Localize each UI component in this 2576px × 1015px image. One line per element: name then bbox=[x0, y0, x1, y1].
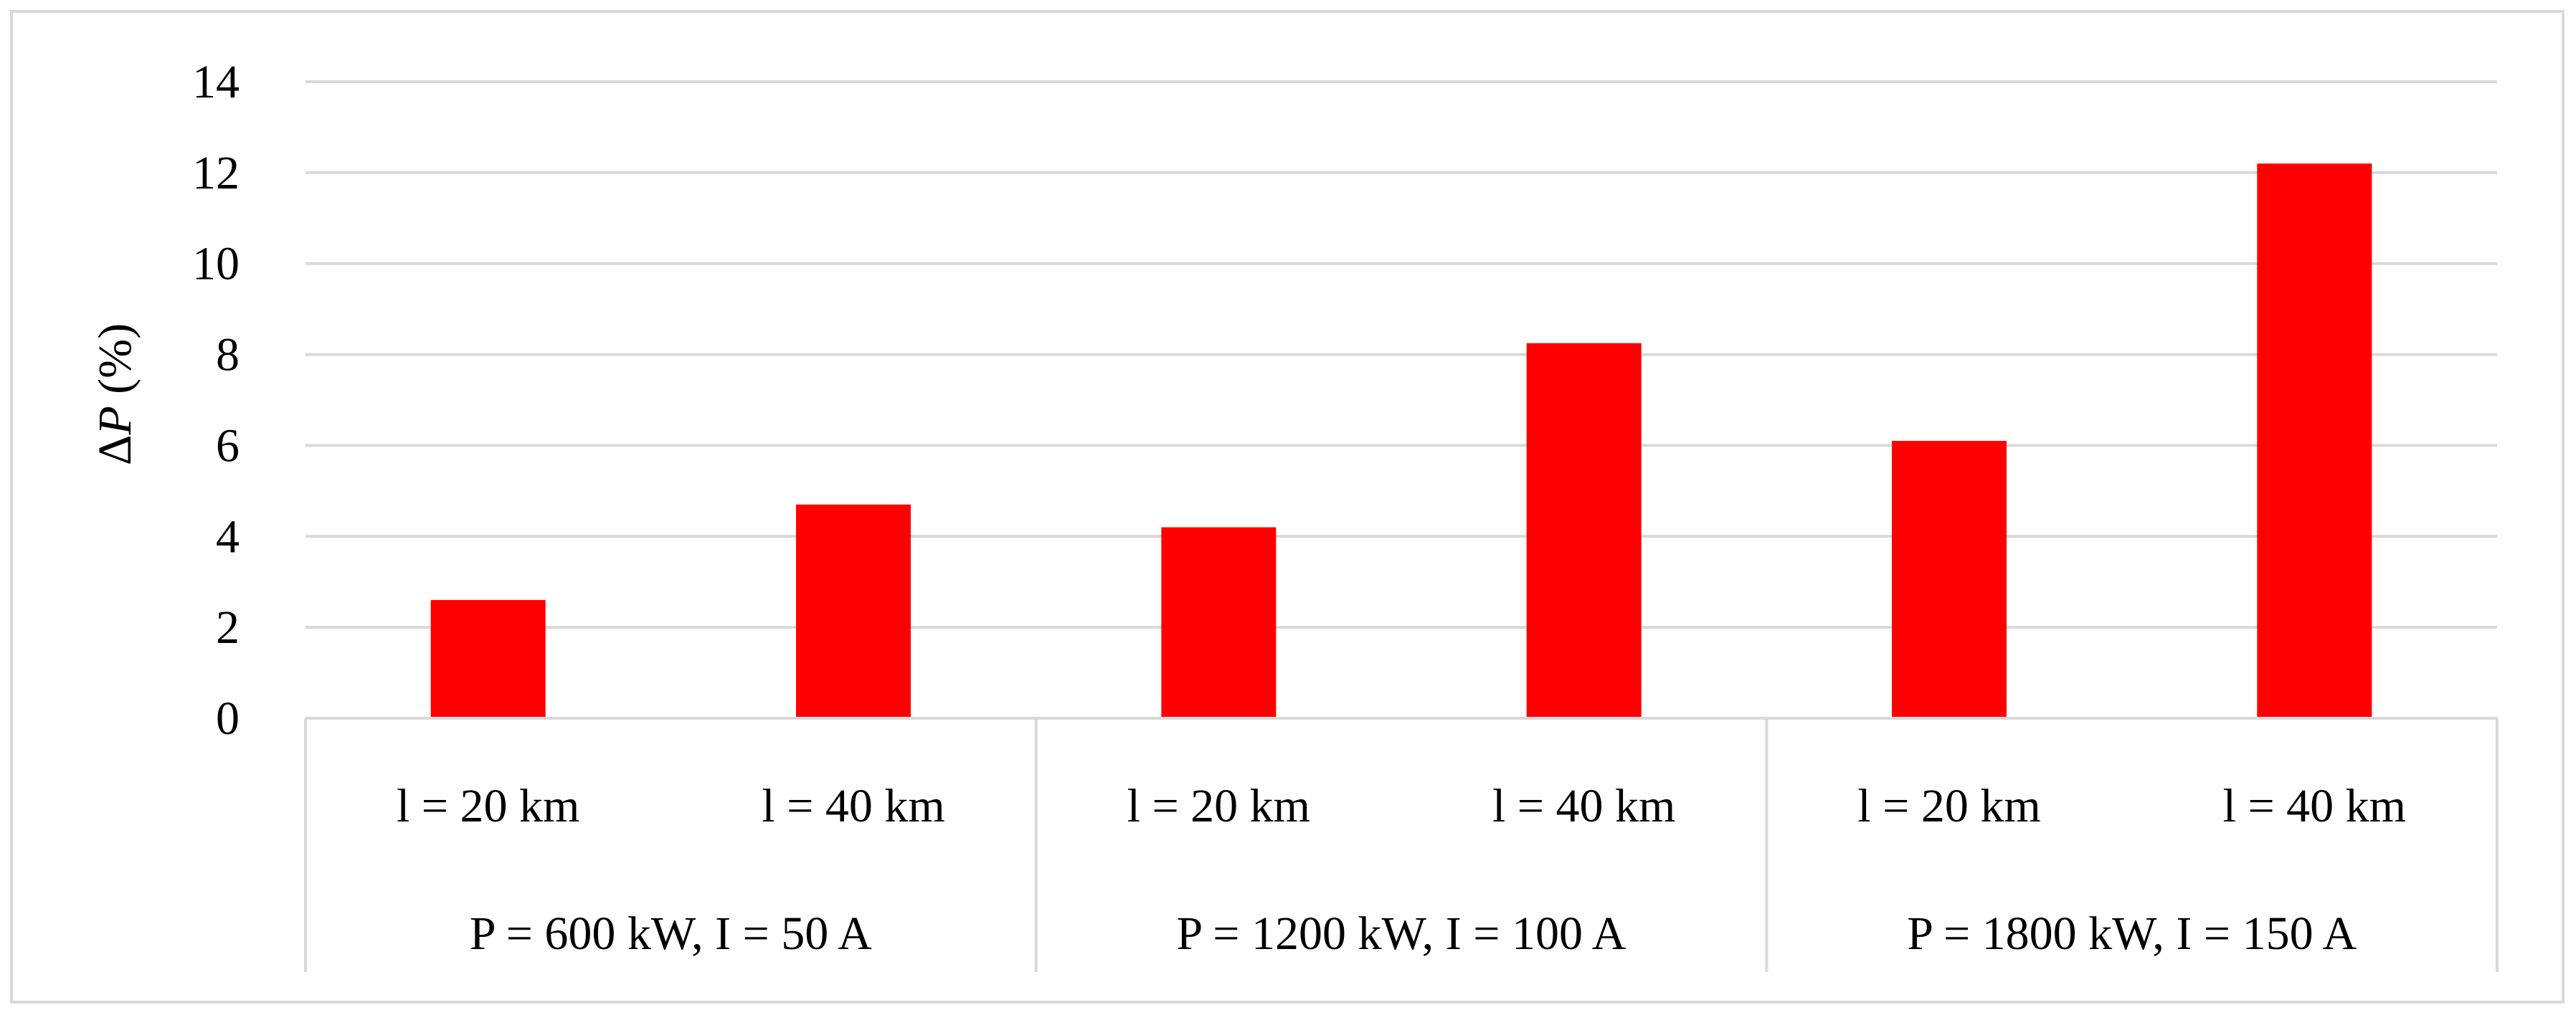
x-category-label: l = 20 km bbox=[1857, 780, 2040, 832]
bar bbox=[1161, 527, 1277, 718]
y-tick-label: 14 bbox=[192, 56, 240, 108]
axes bbox=[304, 717, 2499, 972]
bar bbox=[796, 504, 911, 718]
y-tick-labels: 0 2 4 6 8 10 12 14 bbox=[192, 56, 240, 745]
chart-frame bbox=[10, 10, 2565, 1004]
grid-lines bbox=[306, 80, 2497, 629]
x-group-labels: P = 600 kW, I = 50 A P = 1200 kW, I = 100… bbox=[470, 907, 2357, 960]
x-group-label: P = 1200 kW, I = 100 A bbox=[1177, 907, 1626, 960]
y-tick-label: 12 bbox=[192, 147, 240, 199]
y-tick-label: 4 bbox=[216, 510, 240, 563]
y-tick-label: 8 bbox=[216, 329, 240, 381]
bars bbox=[430, 163, 2372, 718]
x-category-label: l = 40 km bbox=[1492, 780, 1675, 832]
y-tick-label: 10 bbox=[192, 238, 240, 290]
bar bbox=[430, 600, 546, 718]
y-tick-label: 0 bbox=[216, 692, 240, 745]
x-category-label: l = 20 km bbox=[397, 780, 579, 832]
bar bbox=[1892, 441, 2007, 718]
x-group-label: P = 1800 kW, I = 150 A bbox=[1907, 907, 2357, 960]
bar bbox=[2257, 163, 2372, 718]
y-tick-label: 2 bbox=[216, 601, 240, 654]
x-group-label: P = 600 kW, I = 50 A bbox=[470, 907, 872, 960]
x-category-label: l = 40 km bbox=[762, 780, 944, 832]
y-tick-label: 6 bbox=[216, 419, 240, 472]
y-axis-label: ΔP (%) bbox=[89, 323, 141, 465]
x-category-label: l = 20 km bbox=[1127, 780, 1310, 832]
bar bbox=[1526, 343, 1642, 718]
x-category-label: l = 40 km bbox=[2223, 780, 2406, 832]
x-category-labels: l = 20 km l = 40 km l = 20 km l = 40 km l = … bbox=[397, 780, 2406, 832]
